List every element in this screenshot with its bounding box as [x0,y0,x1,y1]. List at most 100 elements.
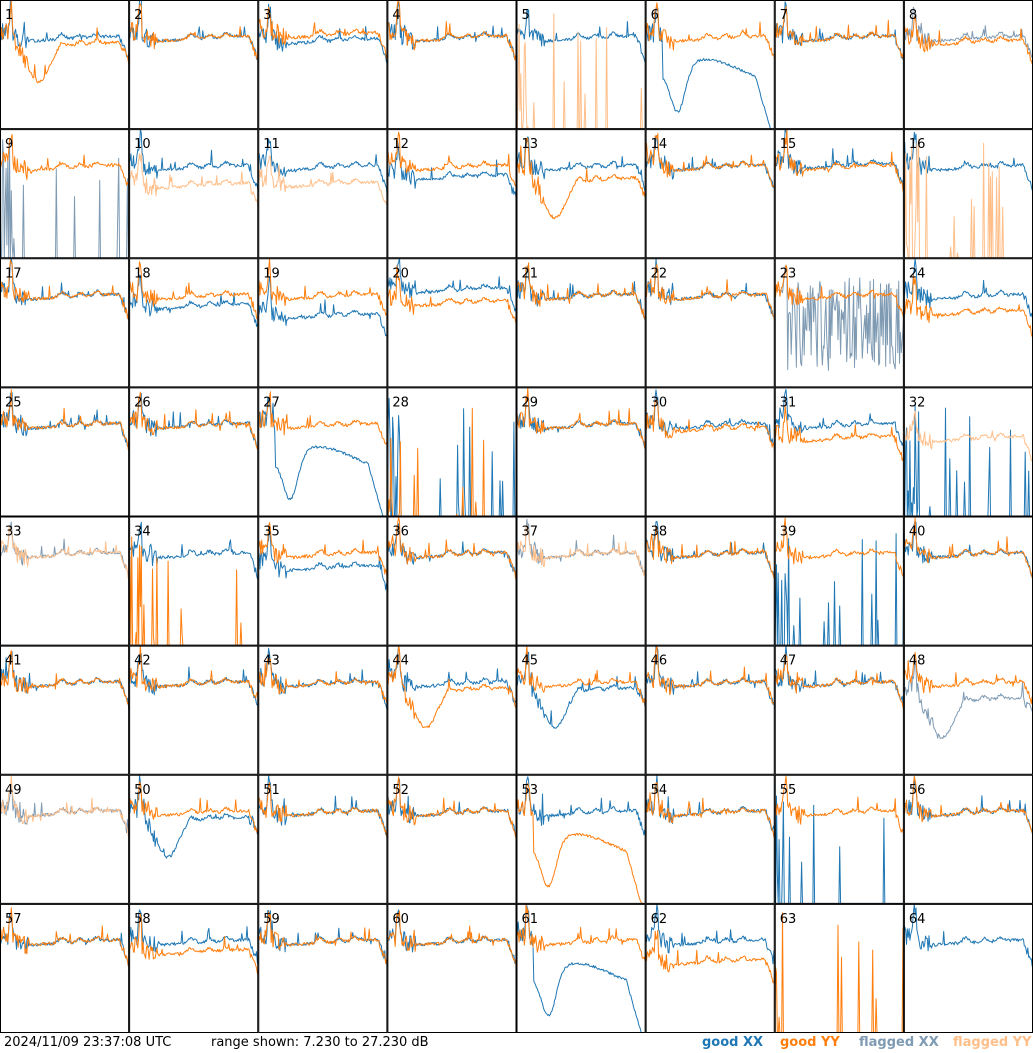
panel-label: 32 [909,395,926,410]
panel-label: 34 [134,525,151,540]
antenna-panel-9: 9 [0,129,130,259]
series-yy-line [645,2,775,60]
antenna-panel-53: 53 [516,774,646,904]
panel-frame [645,258,775,388]
antenna-panel-42: 42 [129,645,259,775]
series-yy-line [129,913,259,975]
panel-frame [645,387,775,517]
panel-label: 50 [134,783,151,798]
series-yy-line [645,526,775,579]
series-yy-line [645,133,775,191]
series-xx-line [0,0,130,63]
series-yy-line [258,391,388,448]
panel-label: 24 [909,266,926,281]
series-xx-line [774,781,904,904]
panel-frame [0,774,130,904]
antenna-panel-63: 63 [774,903,904,1033]
series-yy-line [387,0,517,61]
series-xx-line [129,129,259,192]
series-yy-line [516,903,646,962]
panel-label: 23 [780,266,797,281]
panel-label: 42 [134,654,151,669]
panel-frame [516,645,646,775]
panel-label: 41 [5,654,22,669]
panel-label: 18 [134,266,151,281]
series-yy-line [774,6,904,60]
antenna-panel-49: 49 [0,774,130,904]
panel-label: 46 [651,654,668,669]
panel-frame [645,903,775,1033]
antenna-panel-39: 39 [774,516,904,646]
panel-frame [0,0,130,130]
antenna-panel-34: 34 [129,516,259,646]
panel-label: 55 [780,783,797,798]
series-xx-line [516,393,646,450]
series-xx-line [903,258,1033,319]
series-xx-line [129,774,259,859]
panel-frame [387,903,517,1033]
panel-frame [774,516,904,646]
antenna-panel-11: 11 [258,129,388,259]
series-xx-line [129,521,259,580]
antenna-panel-56: 56 [903,774,1033,904]
antenna-panel-27: 27 [258,387,388,517]
series-xx-line [258,3,388,63]
panel-label: 49 [5,783,22,798]
panel-frame [0,387,130,517]
series-yy-line [0,774,130,837]
series-yy-line [903,15,1033,65]
antenna-panel-21: 21 [516,258,646,388]
antenna-panel-24: 24 [903,258,1033,388]
antenna-panel-30: 30 [645,387,775,517]
panel-label: 31 [780,395,797,410]
panel-frame [516,258,646,388]
series-xx-line [516,136,646,191]
panel-label: 64 [909,912,926,927]
legend-flagged-yy: flagged YY [953,1035,1032,1050]
series-yy-line [129,781,259,833]
panel-label: 19 [263,266,280,281]
panel-frame [516,903,646,1033]
panel-frame [774,645,904,775]
series-yy-line [516,524,646,578]
panel-frame [258,0,388,130]
series-yy-line [774,264,904,322]
series-yy-line [258,155,388,206]
panel-label: 8 [909,8,917,23]
series-xx-line [774,389,904,452]
series-yy-line [645,399,775,452]
series-xx-line [774,1,904,60]
panel-label: 4 [392,8,400,23]
panel-frame [774,903,904,1033]
antenna-panel-25: 25 [0,387,130,517]
panel-frame [258,129,388,259]
panel-label: 2 [134,8,142,23]
panel-label: 51 [263,783,280,798]
antenna-panel-26: 26 [129,387,259,517]
panel-label: 10 [134,137,151,152]
series-xx-line [516,776,646,836]
antenna-panel-37: 37 [516,516,646,646]
panel-frame [903,0,1033,130]
panel-label: 20 [392,266,409,281]
panel-frame [387,645,517,775]
series-yy-line [516,262,646,320]
series-yy-line [903,410,1033,464]
antenna-panel-29: 29 [516,387,646,517]
series-yy-line [0,525,130,580]
timestamp: 2024/11/09 23:37:08 UTC [4,1035,172,1050]
series-xx-line [516,518,646,578]
antenna-panel-36: 36 [387,516,517,646]
panel-label: 30 [651,395,668,410]
panel-frame [645,774,775,904]
panel-label: 1 [5,8,13,23]
antenna-panel-1: 1 [0,0,130,130]
panel-frame [774,774,904,904]
antenna-panel-44: 44 [387,645,517,775]
series-xx-line [903,404,1033,517]
series-yy-line [387,776,517,838]
antenna-panel-32: 32 [903,387,1033,517]
panel-frame [516,387,646,517]
panel-label: 33 [5,525,22,540]
panel-frame [129,258,259,388]
